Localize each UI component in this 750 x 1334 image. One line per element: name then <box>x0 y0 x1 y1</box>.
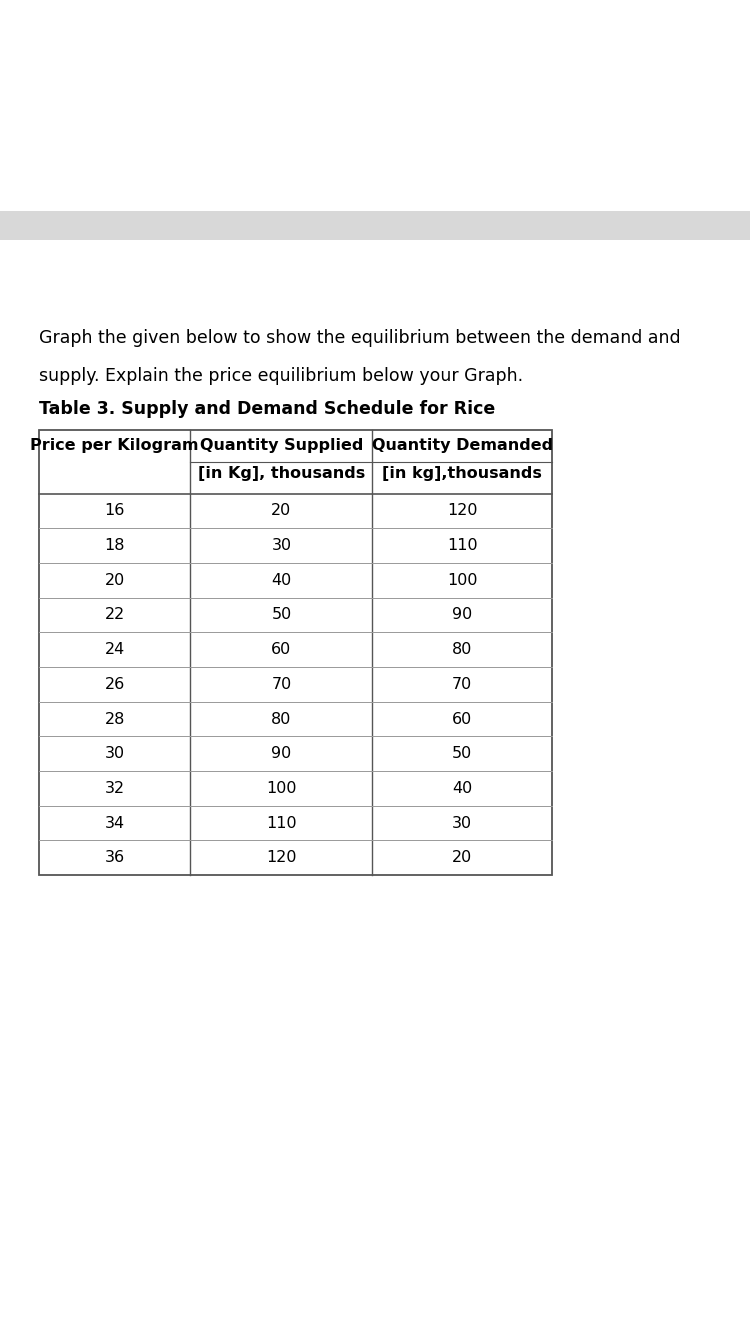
Text: 100: 100 <box>266 780 297 796</box>
Text: supply. Explain the price equilibrium below your Graph.: supply. Explain the price equilibrium be… <box>39 367 524 384</box>
Text: Quantity Demanded: Quantity Demanded <box>372 438 553 452</box>
Text: 30: 30 <box>452 815 472 831</box>
Text: 36: 36 <box>104 850 125 866</box>
Text: 30: 30 <box>272 538 292 554</box>
Text: Graph the given below to show the equilibrium between the demand and: Graph the given below to show the equili… <box>39 329 681 347</box>
Text: 50: 50 <box>272 607 292 623</box>
Text: 50: 50 <box>452 746 472 762</box>
Text: [in kg],thousands: [in kg],thousands <box>382 466 542 480</box>
Text: Table 3. Supply and Demand Schedule for Rice: Table 3. Supply and Demand Schedule for … <box>39 400 495 418</box>
Text: 40: 40 <box>452 780 472 796</box>
Text: 90: 90 <box>272 746 292 762</box>
Text: 34: 34 <box>104 815 125 831</box>
Text: Quantity Supplied: Quantity Supplied <box>200 438 363 452</box>
Text: 26: 26 <box>104 676 125 692</box>
Text: Price per Kilogram: Price per Kilogram <box>31 438 199 452</box>
Text: 20: 20 <box>272 503 292 519</box>
Text: 28: 28 <box>104 711 125 727</box>
Text: 16: 16 <box>104 503 125 519</box>
Bar <box>0 211 750 240</box>
Text: 70: 70 <box>452 676 472 692</box>
Text: 60: 60 <box>272 642 292 658</box>
Bar <box>39 430 552 875</box>
Text: 70: 70 <box>272 676 292 692</box>
Text: 30: 30 <box>104 746 125 762</box>
Text: 22: 22 <box>104 607 125 623</box>
Text: 18: 18 <box>104 538 125 554</box>
Text: 110: 110 <box>447 538 478 554</box>
Text: 100: 100 <box>447 572 478 588</box>
Text: 80: 80 <box>272 711 292 727</box>
Text: 40: 40 <box>272 572 292 588</box>
Text: 110: 110 <box>266 815 297 831</box>
Text: 90: 90 <box>452 607 472 623</box>
Text: 20: 20 <box>452 850 472 866</box>
Text: 120: 120 <box>447 503 478 519</box>
Text: 80: 80 <box>452 642 472 658</box>
Text: 60: 60 <box>452 711 472 727</box>
Text: 120: 120 <box>266 850 297 866</box>
Text: 32: 32 <box>104 780 125 796</box>
Text: 20: 20 <box>104 572 125 588</box>
Text: 24: 24 <box>104 642 125 658</box>
Text: [in Kg], thousands: [in Kg], thousands <box>198 466 365 480</box>
